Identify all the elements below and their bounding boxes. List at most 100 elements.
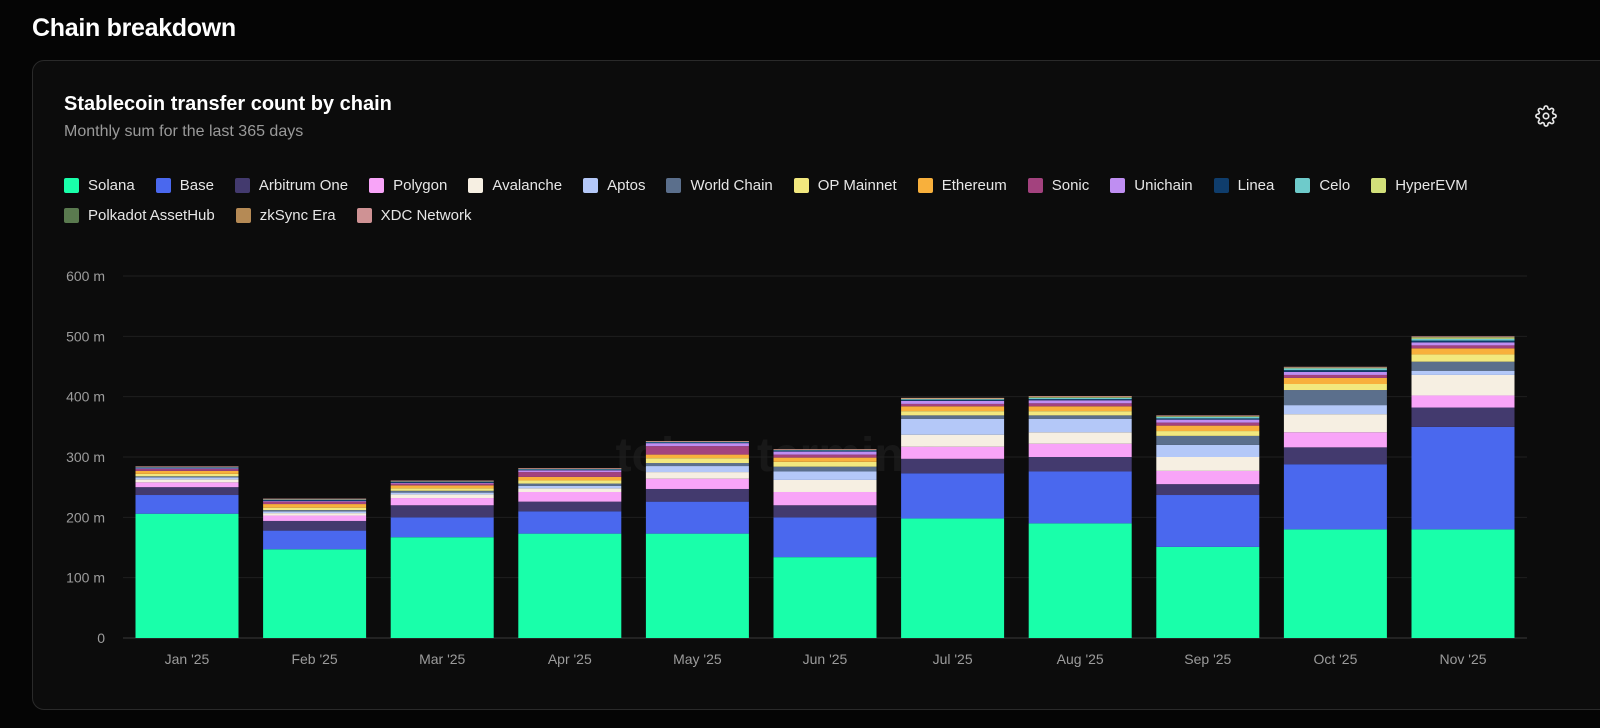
bar-segment-celo[interactable] — [773, 449, 877, 451]
bar-segment-hyperevm[interactable] — [1156, 416, 1260, 417]
bar-segment-polkadot-assethub[interactable] — [1411, 336, 1515, 338]
bar-segment-ethereum[interactable] — [1411, 348, 1515, 355]
bar-segment-base[interactable] — [135, 495, 239, 514]
bar-segment-arbitrum-one[interactable] — [135, 487, 239, 496]
bar-segment-celo[interactable] — [1283, 368, 1387, 371]
bar-segment-sonic[interactable] — [901, 403, 1005, 407]
legend-item-xdc-network[interactable]: XDC Network — [356, 206, 471, 224]
bar-segment-sonic[interactable] — [1156, 422, 1260, 426]
bar-segment-zksync-era[interactable] — [518, 468, 622, 470]
bar-segment-world-chain[interactable] — [1028, 415, 1132, 419]
legend-item-hyperevm[interactable]: HyperEVM — [1371, 176, 1468, 194]
bar-segment-solana[interactable] — [135, 513, 239, 638]
bar-segment-world-chain[interactable] — [390, 490, 494, 493]
bar-stack-feb-25[interactable] — [263, 498, 367, 638]
bar-segment-avalanche[interactable] — [1411, 374, 1515, 396]
legend-item-polkadot-assethub[interactable]: Polkadot AssetHub — [64, 206, 215, 224]
bar-segment-zksync-era[interactable] — [135, 466, 239, 468]
bar-segment-unichain[interactable] — [1156, 419, 1260, 423]
bar-segment-linea[interactable] — [390, 481, 494, 483]
legend-item-celo[interactable]: Celo — [1295, 176, 1350, 194]
bar-segment-celo[interactable] — [263, 499, 367, 500]
bar-segment-world-chain[interactable] — [773, 466, 877, 472]
bar-segment-linea[interactable] — [1156, 418, 1260, 420]
bar-segment-linea[interactable] — [263, 499, 367, 502]
bar-segment-hyperevm[interactable] — [901, 398, 1005, 400]
bar-segment-arbitrum-one[interactable] — [1283, 447, 1387, 465]
bar-stack-nov-25[interactable] — [1411, 336, 1515, 638]
bar-stack-sep-25[interactable] — [1156, 415, 1260, 638]
bar-segment-aptos[interactable] — [1411, 370, 1515, 375]
bar-segment-xdc-network[interactable] — [1411, 336, 1515, 337]
bar-segment-base[interactable] — [1028, 471, 1132, 524]
bar-segment-polkadot-assethub[interactable] — [1156, 415, 1260, 417]
bar-segment-avalanche[interactable] — [518, 488, 622, 492]
bar-segment-unichain[interactable] — [518, 470, 622, 473]
bar-stack-jan-25[interactable] — [135, 466, 239, 638]
bar-segment-base[interactable] — [518, 511, 622, 534]
bar-segment-celo[interactable] — [1028, 397, 1132, 400]
bar-segment-aptos[interactable] — [1283, 405, 1387, 415]
bar-segment-world-chain[interactable] — [518, 483, 622, 486]
bar-segment-sonic[interactable] — [1283, 374, 1387, 378]
bar-segment-world-chain[interactable] — [263, 510, 367, 512]
bar-segment-avalanche[interactable] — [1156, 457, 1260, 471]
bar-segment-linea[interactable] — [1028, 399, 1132, 401]
bar-segment-base[interactable] — [1283, 464, 1387, 530]
bar-stack-jun-25[interactable] — [773, 449, 877, 638]
bar-segment-polkadot-assethub[interactable] — [1028, 396, 1132, 398]
bar-segment-ethereum[interactable] — [1028, 406, 1132, 412]
bar-segment-base[interactable] — [390, 517, 494, 538]
bar-segment-polygon[interactable] — [773, 491, 877, 506]
bar-segment-world-chain[interactable] — [645, 463, 749, 467]
bar-segment-linea[interactable] — [645, 441, 749, 444]
bar-segment-solana[interactable] — [263, 549, 367, 638]
bar-segment-op-mainnet[interactable] — [518, 480, 622, 484]
bar-segment-aptos[interactable] — [263, 511, 367, 514]
bar-segment-polkadot-assethub[interactable] — [1283, 367, 1387, 369]
bar-segment-solana[interactable] — [1283, 529, 1387, 638]
bar-segment-ethereum[interactable] — [135, 470, 239, 474]
bar-segment-linea[interactable] — [773, 450, 877, 452]
bar-segment-op-mainnet[interactable] — [263, 507, 367, 511]
bar-segment-unichain[interactable] — [1411, 342, 1515, 346]
bar-segment-base[interactable] — [901, 473, 1005, 519]
bar-segment-solana[interactable] — [773, 557, 877, 638]
bar-segment-op-mainnet[interactable] — [1283, 383, 1387, 391]
bar-segment-polygon[interactable] — [135, 482, 239, 488]
legend-item-base[interactable]: Base — [155, 176, 214, 194]
legend-item-sonic[interactable]: Sonic — [1027, 176, 1089, 194]
bar-segment-zksync-era[interactable] — [773, 449, 877, 451]
bar-stack-oct-25[interactable] — [1283, 366, 1387, 638]
bar-segment-solana[interactable] — [1028, 523, 1132, 638]
bar-segment-avalanche[interactable] — [645, 472, 749, 479]
bar-segment-zksync-era[interactable] — [390, 480, 494, 482]
bar-segment-ethereum[interactable] — [1283, 377, 1387, 384]
bar-segment-avalanche[interactable] — [263, 513, 367, 516]
bar-segment-world-chain[interactable] — [1283, 390, 1387, 406]
bar-segment-world-chain[interactable] — [1156, 435, 1260, 445]
legend-item-arbitrum-one[interactable]: Arbitrum One — [234, 176, 348, 194]
legend-item-zksync-era[interactable]: zkSync Era — [235, 206, 336, 224]
bar-segment-sonic[interactable] — [1411, 345, 1515, 349]
bar-segment-ethereum[interactable] — [390, 485, 494, 489]
bar-segment-world-chain[interactable] — [1411, 361, 1515, 371]
bar-segment-aptos[interactable] — [1156, 444, 1260, 457]
bar-segment-polygon[interactable] — [518, 491, 622, 502]
bar-segment-sonic[interactable] — [518, 472, 622, 477]
bar-segment-celo[interactable] — [390, 481, 494, 482]
bar-segment-xdc-network[interactable] — [1156, 415, 1260, 416]
bar-segment-solana[interactable] — [390, 537, 494, 638]
legend-item-op-mainnet[interactable]: OP Mainnet — [793, 176, 897, 194]
bar-segment-arbitrum-one[interactable] — [773, 505, 877, 518]
bar-segment-xdc-network[interactable] — [518, 468, 622, 469]
bar-segment-celo[interactable] — [645, 441, 749, 443]
bar-segment-zksync-era[interactable] — [1283, 367, 1387, 368]
bar-segment-sonic[interactable] — [645, 446, 749, 455]
bar-segment-solana[interactable] — [645, 533, 749, 638]
bar-segment-arbitrum-one[interactable] — [1156, 484, 1260, 496]
bar-segment-sonic[interactable] — [263, 501, 367, 505]
bar-segment-celo[interactable] — [135, 466, 239, 468]
bar-segment-polygon[interactable] — [1283, 432, 1387, 448]
bar-segment-polygon[interactable] — [390, 498, 494, 506]
